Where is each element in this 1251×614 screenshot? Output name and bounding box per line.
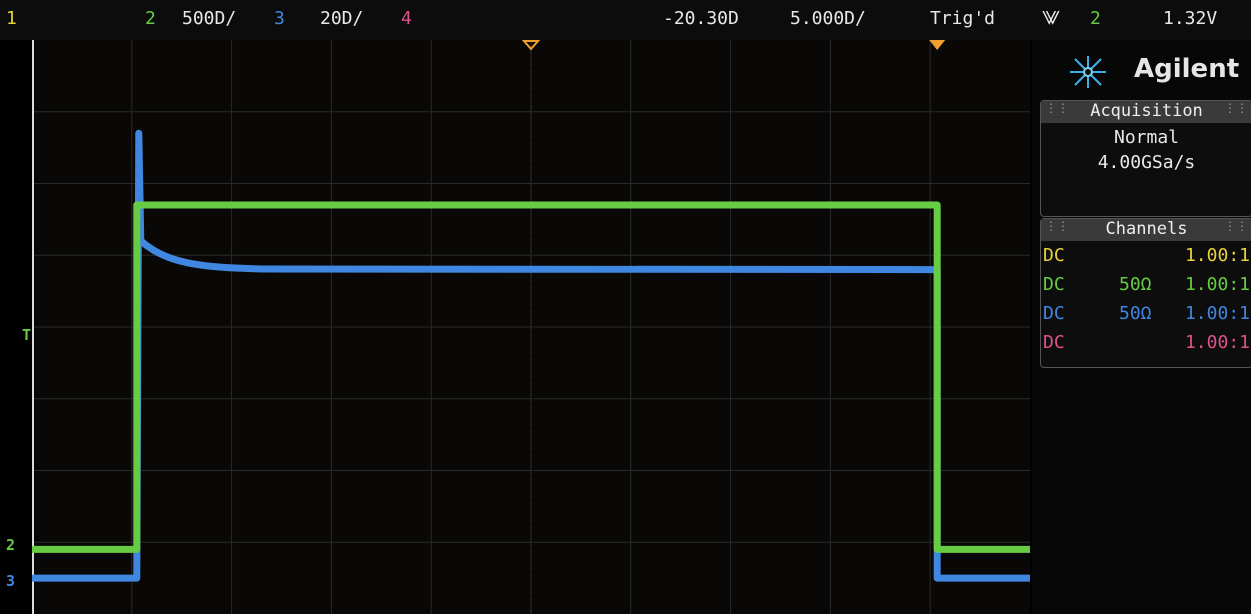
brand-name: Agilent — [1134, 54, 1240, 84]
channel-impedance: 50Ω — [1119, 274, 1152, 295]
info-side-panel: Agilent ⋮⋮ Acquisition ⋮⋮ Normal 4.00GSa… — [1032, 40, 1251, 614]
acquisition-sample-rate: 4.00GSa/s — [1097, 152, 1196, 173]
channel-probe-ratio: 1.00:1 — [1184, 245, 1250, 266]
channel-probe-ratio: 1.00:1 — [1184, 332, 1250, 353]
channel-coupling: DC — [1043, 274, 1065, 295]
acquisition-title: Acquisition — [1090, 101, 1203, 121]
channel-row[interactable]: DC 1.00:1 — [1041, 328, 1251, 357]
channel-2-trace — [32, 201, 1030, 553]
channel-4-label[interactable]: 4 — [401, 8, 412, 29]
waveform-svg — [32, 40, 1030, 614]
channel-3-scale[interactable]: 20D/ — [320, 8, 364, 29]
channel-2-label[interactable]: 2 — [145, 8, 156, 29]
grip-icon: ⋮⋮ — [1224, 101, 1248, 115]
channel-impedance: 50Ω — [1119, 303, 1152, 324]
trigger-level[interactable]: 1.32V — [1163, 8, 1218, 29]
acquisition-header: ⋮⋮ Acquisition ⋮⋮ — [1041, 101, 1251, 123]
channel-row[interactable]: DC 50Ω 1.00:1 — [1041, 270, 1251, 299]
channel-row[interactable]: DC 1.00:1 — [1041, 241, 1251, 270]
trigger-status: Trig'd — [930, 8, 996, 29]
channel-2-scale[interactable]: 500D/ — [182, 8, 237, 29]
acquisition-box[interactable]: ⋮⋮ Acquisition ⋮⋮ Normal 4.00GSa/s — [1040, 100, 1251, 217]
channel-status-bar: 1 2 500D/ 3 20D/ 4 -20.30D 5.000D/ Trig'… — [0, 0, 1251, 40]
trigger-source[interactable]: 2 — [1090, 8, 1101, 29]
channels-box[interactable]: ⋮⋮ Channels ⋮⋮ DC 1.00:1 DC 50Ω 1.00:1 DC 50Ω 1… — [1040, 218, 1251, 368]
channel-coupling: DC — [1043, 245, 1065, 266]
channel-3-label[interactable]: 3 — [274, 8, 285, 29]
acquisition-mode: Normal — [1113, 127, 1180, 148]
trigger-edge-icon[interactable]: ⨈ — [1042, 8, 1060, 29]
channel-2-ground-marker[interactable]: 2 — [6, 536, 16, 554]
channel-3-trace — [32, 129, 1030, 582]
trigger-point-marker — [929, 40, 946, 50]
channel-row[interactable]: DC 50Ω 1.00:1 — [1041, 299, 1251, 328]
channel-probe-ratio: 1.00:1 — [1184, 274, 1250, 295]
grip-icon: ⋮⋮ — [1045, 101, 1069, 115]
channel-3-ground-marker[interactable]: 3 — [6, 572, 16, 590]
grip-icon: ⋮⋮ — [1224, 219, 1248, 233]
channels-header: ⋮⋮ Channels ⋮⋮ — [1041, 219, 1251, 241]
grip-icon: ⋮⋮ — [1045, 219, 1069, 233]
agilent-spark-icon — [1070, 56, 1106, 88]
time-reference-marker — [521, 40, 541, 51]
waveform-display[interactable] — [32, 40, 1030, 614]
channel-coupling: DC — [1043, 303, 1065, 324]
channel-coupling: DC — [1043, 332, 1065, 353]
agilent-brand: Agilent — [1040, 44, 1246, 100]
channel-rows: DC 1.00:1 DC 50Ω 1.00:1 DC 50Ω 1.00:1 DC 1.00:1 — [1041, 241, 1251, 357]
channel-probe-ratio: 1.00:1 — [1184, 303, 1250, 324]
time-delay[interactable]: -20.30D — [663, 8, 739, 29]
trigger-level-marker[interactable]: T — [22, 326, 32, 344]
channels-title: Channels — [1105, 219, 1188, 239]
channel-1-label[interactable]: 1 — [6, 8, 17, 29]
time-scale[interactable]: 5.000D/ — [790, 8, 866, 29]
